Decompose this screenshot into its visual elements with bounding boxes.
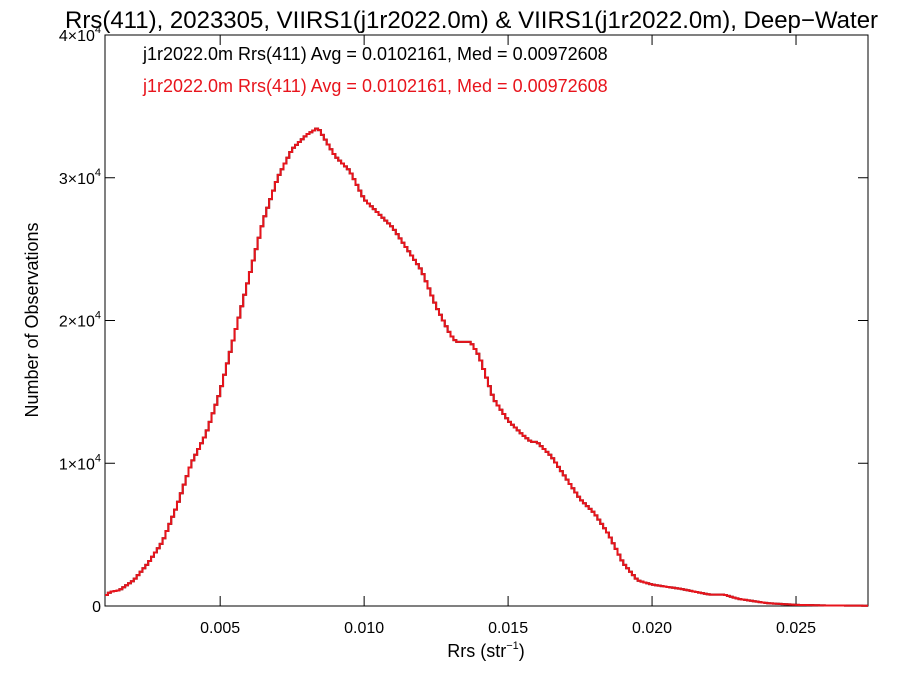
- legend-entry-black: j1r2022.0m Rrs(411) Avg = 0.0102161, Med…: [142, 44, 608, 64]
- series-line-black: [105, 127, 868, 607]
- y-tick-label: 2×104: [59, 310, 101, 331]
- series-line-red: [105, 127, 868, 607]
- x-tick-label: 0.025: [776, 620, 816, 637]
- x-tick-label: 0.020: [632, 620, 672, 637]
- chart-title: Rrs(411), 2023305, VIIRS1(j1r2022.0m) & …: [65, 7, 878, 34]
- plot-frame: [104, 34, 869, 607]
- y-axis-label: Number of Observations: [22, 222, 42, 417]
- y-tick-label: 3×104: [59, 167, 101, 188]
- y-tick-label: 4×104: [59, 24, 101, 45]
- x-tick-label: 0.015: [488, 620, 528, 637]
- y-tick-label: 0: [92, 599, 101, 616]
- legend-entry-red: j1r2022.0m Rrs(411) Avg = 0.0102161, Med…: [142, 76, 608, 96]
- x-axis-label: Rrs (str−1): [447, 640, 525, 661]
- y-tick-label: 1×104: [59, 452, 101, 473]
- series-lines: [105, 127, 868, 607]
- x-tick-label: 0.005: [200, 620, 240, 637]
- x-axis-ticks: 0.005 0.010 0.015 0.020 0.025: [200, 35, 816, 637]
- y-axis-ticks: 0 1×104 2×104 3×104 4×104: [59, 24, 868, 616]
- x-tick-label: 0.010: [344, 620, 384, 637]
